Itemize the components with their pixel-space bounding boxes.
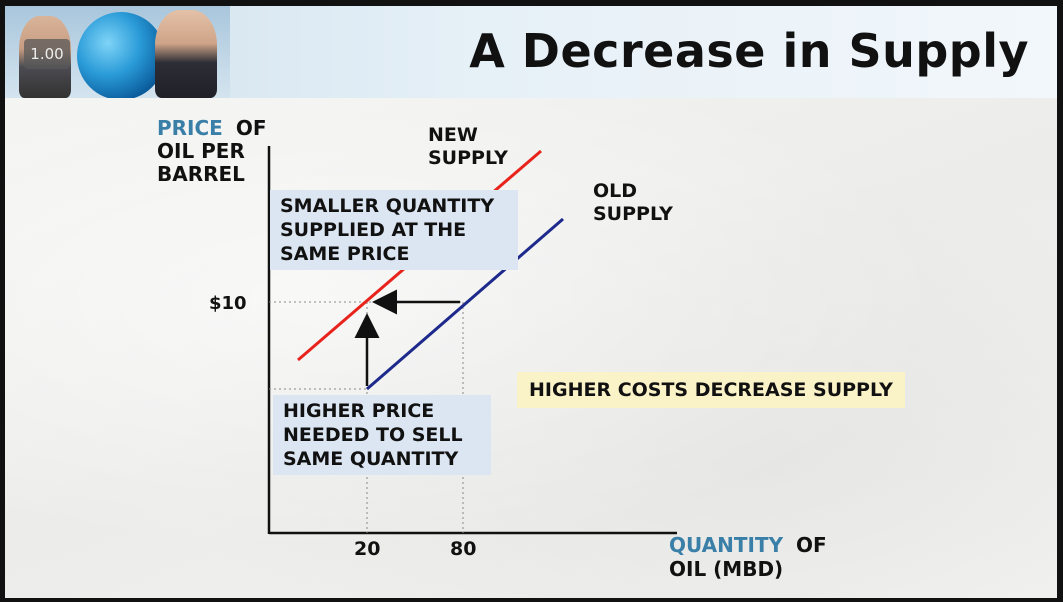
slide-frame: 1.00 A Decrease in Supply PRICE OF OIL P…	[5, 6, 1057, 598]
new-supply-label-line1: NEW	[428, 124, 478, 146]
y-axis-label-highlight: PRICE	[157, 116, 223, 140]
svg-text:QUANTITY OF: QUANTITY OF	[669, 533, 827, 557]
annotation-line: SMALLER QUANTITY	[280, 195, 495, 217]
paper-background	[5, 98, 1057, 598]
y-axis-label-line3: BARREL	[157, 162, 245, 186]
old-supply-label-line2: SUPPLY	[593, 203, 673, 225]
old-supply-line	[366, 217, 564, 391]
globe-image	[77, 12, 165, 98]
annotation-line: SAME PRICE	[280, 243, 410, 265]
new-supply-label-line2: SUPPLY	[428, 147, 508, 169]
annotation-line: NEEDED TO SELL	[283, 424, 463, 446]
supply-chart: PRICE OF OIL PER BARREL QUANTITY OF OIL …	[157, 116, 827, 581]
slide-banner: 1.00 A Decrease in Supply	[5, 6, 1057, 100]
slide-title: A Decrease in Supply	[469, 24, 1029, 78]
annotation-line: SUPPLIED AT THE	[280, 219, 467, 241]
presenter-right-image	[155, 10, 217, 98]
higher-price-annotation: HIGHER PRICE NEEDED TO SELL SAME QUANTIT…	[273, 395, 491, 475]
x-axis-label-highlight: QUANTITY	[669, 533, 784, 557]
x-axis-label-rest: OF	[796, 533, 827, 557]
svg-text:PRICE OF: PRICE OF	[157, 116, 266, 140]
annotation-line: SAME QUANTITY	[283, 448, 459, 470]
y-tick-10: $10	[209, 293, 247, 314]
annotation-line: HIGHER PRICE	[283, 400, 435, 422]
x-tick-20: 20	[354, 538, 380, 560]
playback-speed-badge[interactable]: 1.00	[24, 39, 70, 69]
higher-costs-note: HIGHER COSTS DECREASE SUPPLY	[517, 372, 905, 408]
y-axis-label-rest: OF	[236, 116, 267, 140]
presenters-photo: 1.00	[5, 6, 230, 98]
old-supply-label-line1: OLD	[593, 180, 637, 202]
y-axis-label-line2: OIL PER	[157, 139, 245, 163]
x-axis-label-line2: OIL (MBD)	[669, 557, 783, 581]
smaller-quantity-annotation: SMALLER QUANTITY SUPPLIED AT THE SAME PR…	[270, 190, 518, 270]
x-tick-80: 80	[450, 538, 476, 560]
